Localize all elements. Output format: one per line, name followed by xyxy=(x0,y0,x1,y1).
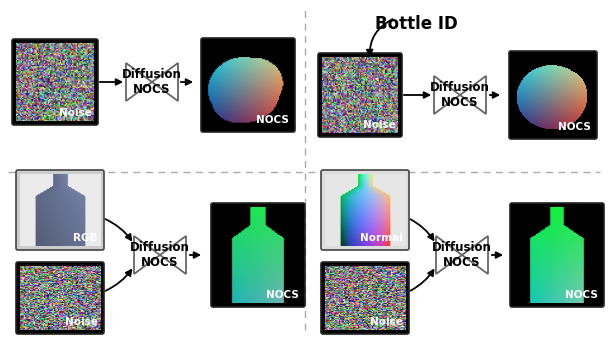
FancyBboxPatch shape xyxy=(510,203,604,307)
Text: Diffusion
NOCS: Diffusion NOCS xyxy=(430,81,490,109)
FancyBboxPatch shape xyxy=(321,170,409,250)
Text: NOCS: NOCS xyxy=(558,122,591,132)
FancyBboxPatch shape xyxy=(201,38,295,132)
Text: RGB: RGB xyxy=(73,233,98,243)
Polygon shape xyxy=(126,63,152,101)
Polygon shape xyxy=(152,63,178,101)
FancyBboxPatch shape xyxy=(16,262,104,334)
Text: Noise: Noise xyxy=(370,317,403,327)
Text: Noise: Noise xyxy=(59,108,92,118)
Text: NOCS: NOCS xyxy=(565,290,598,300)
Text: Diffusion
NOCS: Diffusion NOCS xyxy=(130,241,190,269)
FancyBboxPatch shape xyxy=(321,262,409,334)
FancyBboxPatch shape xyxy=(12,39,98,125)
Polygon shape xyxy=(462,236,488,274)
Text: NOCS: NOCS xyxy=(256,115,289,125)
Text: Noise: Noise xyxy=(65,317,98,327)
Text: Diffusion
NOCS: Diffusion NOCS xyxy=(122,68,182,96)
Polygon shape xyxy=(434,76,460,114)
Polygon shape xyxy=(134,236,160,274)
FancyBboxPatch shape xyxy=(509,51,597,139)
FancyBboxPatch shape xyxy=(16,170,104,250)
Text: Noise: Noise xyxy=(363,120,396,130)
Polygon shape xyxy=(460,76,486,114)
Text: Diffusion
NOCS: Diffusion NOCS xyxy=(432,241,492,269)
FancyBboxPatch shape xyxy=(318,53,402,137)
Text: NOCS: NOCS xyxy=(266,290,299,300)
Polygon shape xyxy=(160,236,186,274)
FancyBboxPatch shape xyxy=(211,203,305,307)
Polygon shape xyxy=(436,236,462,274)
Text: Normal: Normal xyxy=(361,233,403,243)
Text: Bottle ID: Bottle ID xyxy=(375,15,458,33)
